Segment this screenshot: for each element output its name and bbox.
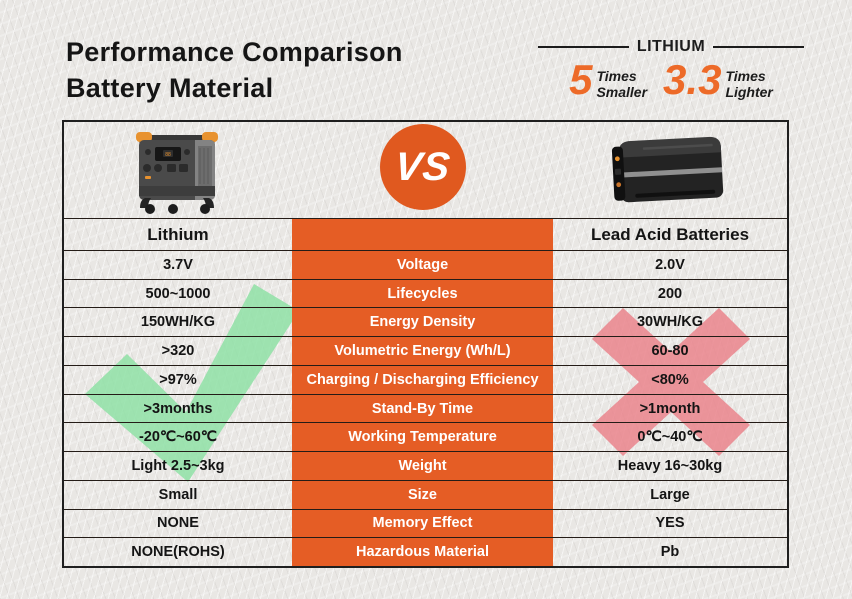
lithium-value-cell: NONE	[157, 515, 199, 532]
lead-acid-value-cell: <80%	[651, 371, 689, 388]
lead-acid-value-cell: Heavy 16~30kg	[617, 458, 723, 474]
vs-label: VS	[392, 144, 453, 189]
table-row: 500~1000 Lifecycles 200	[64, 278, 787, 308]
lithium-callout: LITHIUM 5 Times Smaller 3.3 Times Lighter	[538, 38, 804, 102]
page-title: Performance Comparison Battery Material	[66, 34, 403, 106]
lithium-label: LITHIUM	[636, 38, 706, 55]
lead-acid-value-cell: >1month	[639, 400, 701, 417]
lead-acid-value-cell: 2.0V	[655, 256, 685, 273]
lead-acid-value-cell: YES	[655, 515, 685, 532]
lithium-value-cell: 150WH/KG	[140, 314, 216, 331]
table-row: >320 Volumetric Energy (Wh/L) 60-80	[64, 336, 787, 365]
stat-qualifier-line: Times	[596, 68, 637, 84]
attribute-cell: Hazardous Material	[292, 538, 553, 567]
lead-acid-battery-image	[611, 136, 724, 203]
stat-value: 5	[569, 56, 593, 103]
table-row: NONE(ROHS) Hazardous Material Pb	[64, 537, 787, 567]
table-row: 150WH/KG Energy Density 30WH/KG	[64, 307, 787, 337]
lithium-value-cell: Light 2.5~3kg	[131, 458, 225, 474]
lithium-value-cell: -20℃~60℃	[138, 429, 218, 446]
attribute-cell: Energy Density	[292, 308, 553, 337]
stat-qualifier-line: Times	[725, 68, 766, 84]
stat-qualifier-line: Lighter	[725, 84, 773, 100]
lithium-value-cell: NONE(ROHS)	[131, 544, 225, 561]
stat-qualifier-line: Smaller	[596, 84, 648, 100]
stat-lighter: 3.3 Times Lighter	[663, 58, 773, 102]
table-row: Small Size Large	[64, 479, 787, 509]
table-row: >3months Stand-By Time >1month	[64, 393, 787, 423]
attribute-cell: Stand-By Time	[292, 394, 553, 423]
stat-value: 3.3	[663, 56, 722, 103]
dash-line	[713, 46, 804, 48]
lithium-label-row: LITHIUM	[538, 38, 804, 56]
comparison-table: 88	[62, 120, 789, 568]
table-body: 3.7V Voltage 2.0V 500~1000 Lifecycles 200 150W…	[64, 250, 787, 567]
table-row: >97% Charging / Discharging Efficiency <80…	[64, 364, 787, 394]
lead-acid-column-header: Lead Acid Batteries	[590, 224, 750, 244]
attribute-cell: Memory Effect	[292, 509, 553, 538]
svg-text:88: 88	[165, 152, 171, 158]
title-line-1: Performance Comparison	[66, 37, 403, 67]
lithium-column-header: Lithium	[147, 224, 209, 244]
lithium-product-cell: 88	[64, 122, 292, 218]
stat-qualifier: Times Smaller	[596, 60, 647, 100]
table-header-row: Lithium Lead Acid Batteries	[64, 218, 787, 250]
attribute-cell: Size	[292, 480, 553, 509]
stat-qualifier: Times Lighter	[725, 60, 772, 100]
title-line-2: Battery Material	[66, 73, 274, 103]
lead-acid-value-cell: Pb	[660, 544, 680, 561]
lead-acid-value-cell: 60-80	[651, 343, 689, 360]
lithium-value-cell: Small	[158, 486, 198, 503]
lithium-value-cell: >3months	[143, 400, 213, 417]
lead-acid-value-cell: 0℃~40℃	[637, 429, 703, 446]
attribute-cell: Charging / Discharging Efficiency	[292, 365, 553, 394]
table-row: -20℃~60℃ Working Temperature 0℃~40℃	[64, 422, 787, 452]
products-row: 88	[64, 122, 787, 218]
lead-acid-value-cell: Large	[650, 486, 690, 503]
attribute-cell: Working Temperature	[292, 423, 553, 452]
table-row: NONE Memory Effect YES	[64, 508, 787, 538]
attribute-cell: Voltage	[292, 251, 553, 279]
lithium-value-cell: >320	[161, 343, 195, 360]
lithium-stats: 5 Times Smaller 3.3 Times Lighter	[538, 58, 804, 102]
lead-acid-product-cell	[553, 122, 787, 218]
table-row: Light 2.5~3kg Weight Heavy 16~30kg	[64, 451, 787, 480]
lead-acid-value-cell: 200	[657, 285, 683, 302]
lithium-value-cell: >97%	[159, 371, 197, 388]
attribute-cell: Weight	[292, 452, 553, 480]
lead-acid-value-cell: 30WH/KG	[636, 314, 704, 331]
power-station-image: 88	[136, 132, 218, 214]
attribute-column-header	[292, 219, 553, 250]
stat-smaller: 5 Times Smaller	[569, 58, 647, 102]
dash-line	[538, 46, 629, 48]
vs-badge: VS	[379, 124, 466, 210]
lithium-value-cell: 3.7V	[163, 256, 193, 273]
table-row: 3.7V Voltage 2.0V	[64, 250, 787, 279]
attribute-cell: Lifecycles	[292, 279, 553, 308]
attribute-cell: Volumetric Energy (Wh/L)	[292, 337, 553, 365]
lithium-value-cell: 500~1000	[145, 285, 211, 302]
